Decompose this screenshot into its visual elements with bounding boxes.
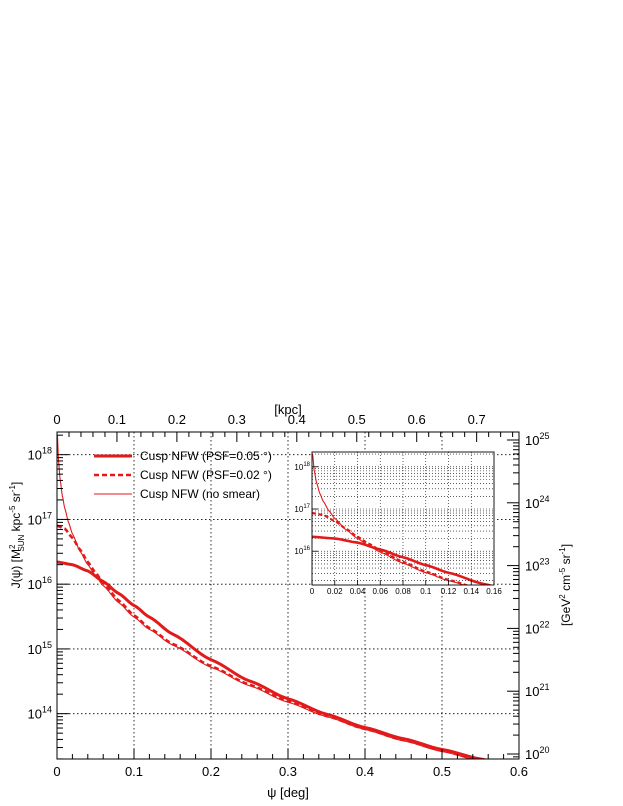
inset-y-tick-label: 1017 <box>294 504 310 514</box>
right-tick-label: 1021 <box>525 682 549 699</box>
x-tick-label: 0.1 <box>125 764 143 779</box>
inset-x-tick-label: 0.08 <box>395 587 411 596</box>
right-tick-label: 1022 <box>525 619 549 636</box>
x-tick-label: 0.6 <box>510 764 528 779</box>
x-tick-label: 0.3 <box>279 764 297 779</box>
x-tick-label: 0.2 <box>202 764 220 779</box>
inset-y-tick-label: 1018 <box>294 462 310 472</box>
inset-x-tick-label: 0.04 <box>350 587 366 596</box>
inset-series-line-3 <box>312 453 465 585</box>
x-axis-title: ψ [deg] <box>267 785 309 800</box>
inset-series <box>312 453 493 585</box>
series-line-3 <box>57 435 473 759</box>
top-axis-title: [kpc] <box>274 402 301 417</box>
top-tick-label: 0 <box>53 412 60 427</box>
inset-x-tick-label: 0.16 <box>486 587 502 596</box>
right-tick-label: 1020 <box>525 745 549 762</box>
inset-x-tick-label: 0.14 <box>463 587 479 596</box>
legend-label-2: Cusp NFW (PSF=0.02 °) <box>140 468 272 482</box>
axis-labels: 0 0.1 0.2 0.3 0.4 0.5 0.6101410151016101710180… <box>8 402 573 800</box>
legend-label-1: Cusp NFW (PSF=0.05 °) <box>140 449 272 463</box>
inset-chart: 0 0.02 0.04 0.06 0.08 0.1 0.12 0.14 0.16 1016 1017… <box>294 451 502 596</box>
inset-x-tick-label: 0.02 <box>327 587 343 596</box>
top-tick-label: 0.4 <box>288 412 306 427</box>
y-tick-label: 1016 <box>28 575 52 592</box>
inset-x-tick-label: 0.1 <box>420 587 432 596</box>
right-axis-title: [GeV2 cm-5 sr-1] <box>558 544 573 626</box>
series-line-2 <box>57 524 481 759</box>
legend: Cusp NFW (PSF=0.05 °) Cusp NFW (PSF=0.02 … <box>94 449 272 501</box>
inset-x-tick-label: 0.12 <box>441 587 457 596</box>
main-axes <box>56 431 520 760</box>
legend-label-3: Cusp NFW (no smear) <box>140 487 260 501</box>
x-tick-label: 0 <box>53 764 60 779</box>
right-tick-label: 1024 <box>525 494 549 511</box>
x-tick-label: 0.4 <box>356 764 374 779</box>
inset-y-tick-label: 1016 <box>294 546 310 556</box>
y-tick-label: 1017 <box>28 510 52 527</box>
right-tick-label: 1023 <box>525 557 549 574</box>
y-tick-label: 1018 <box>28 446 52 463</box>
right-tick-label: 1025 <box>525 431 549 448</box>
inset-x-tick-label: 0.06 <box>372 587 388 596</box>
y-tick-label: 1015 <box>28 640 52 657</box>
main-series <box>57 435 489 759</box>
top-tick-label: 0.7 <box>468 412 486 427</box>
y-tick-label: 1014 <box>28 705 52 722</box>
inset-series-line-1 <box>312 535 493 585</box>
top-tick-label: 0.6 <box>408 412 426 427</box>
top-tick-label: 0.2 <box>168 412 186 427</box>
inset-x-tick-label: 0 <box>310 587 315 596</box>
top-tick-label: 0.1 <box>108 412 126 427</box>
inset-series-line-2 <box>312 511 469 585</box>
top-tick-label: 0.5 <box>348 412 366 427</box>
x-tick-label: 0.5 <box>433 764 451 779</box>
y-axis-title: J(ψ) [M2SUN kpc-5 sr-1] <box>8 482 26 589</box>
top-tick-label: 0.3 <box>228 412 246 427</box>
